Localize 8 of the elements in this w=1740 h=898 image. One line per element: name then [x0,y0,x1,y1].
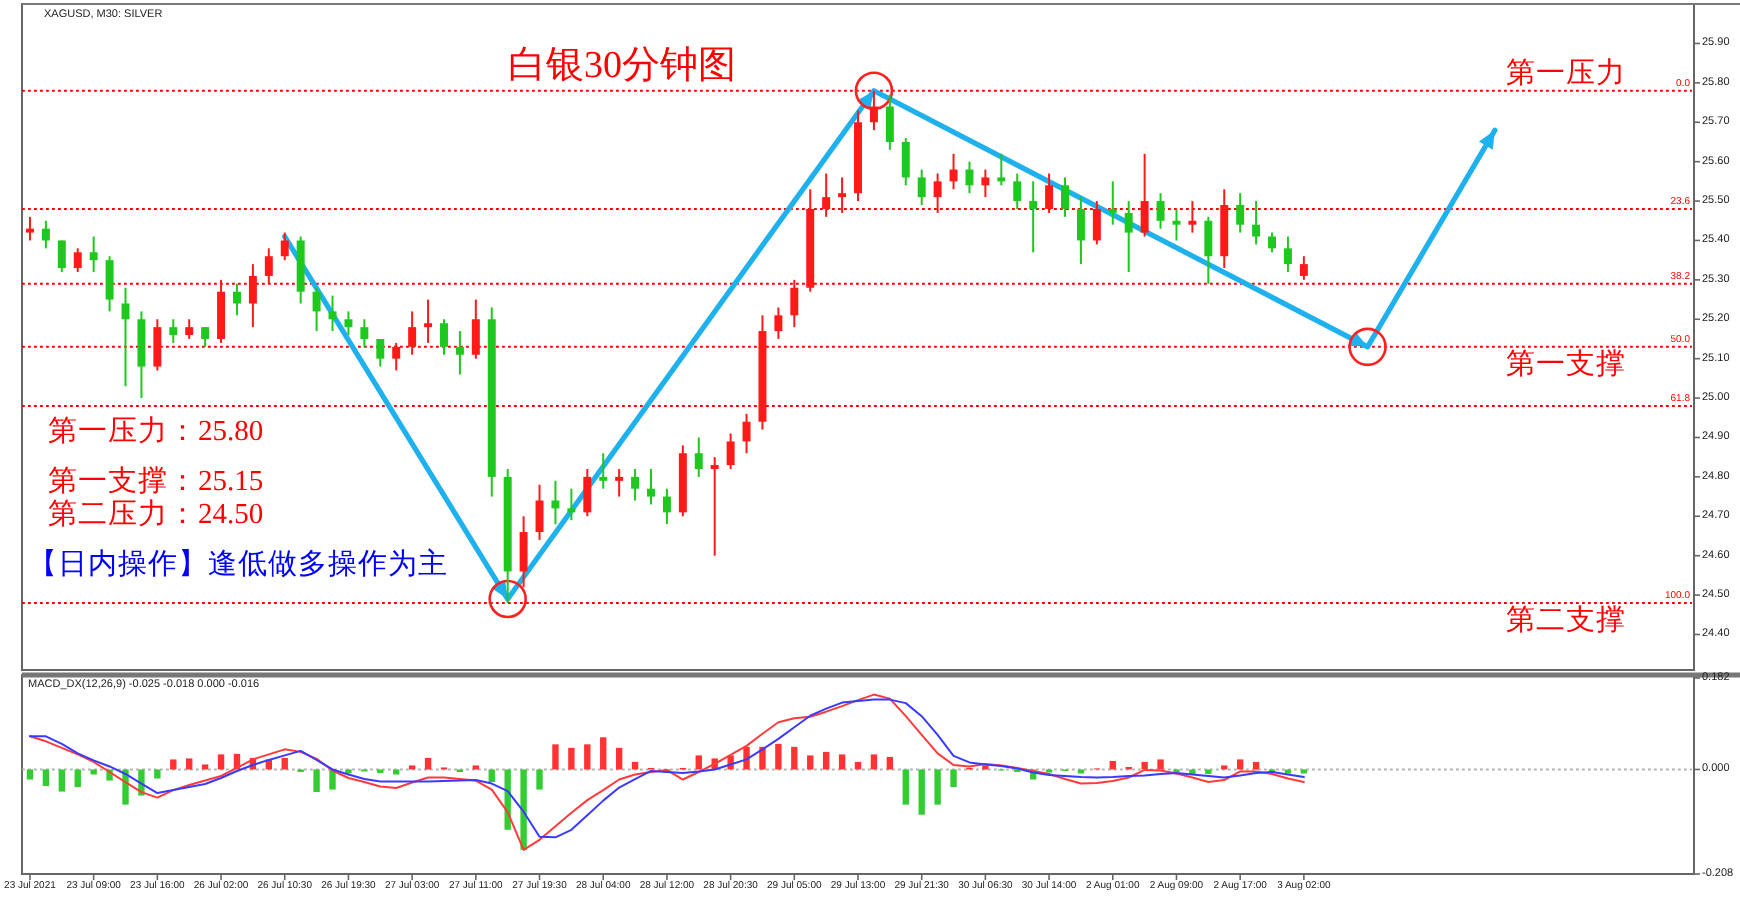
ref-line-label: 第一支撑 [1506,348,1626,381]
annotation: 【日内操作】逢低做多操作为主 [28,549,448,581]
annotation: 第二压力：24.50 [48,499,264,531]
annotation: 第一支撑：25.15 [48,466,264,498]
title: 白银30分钟图 [508,45,736,87]
ref-line-label: 第一压力 [1506,57,1626,90]
ref-line-label: 第二支撑 [1506,604,1626,637]
annotation: 第一压力：25.80 [48,416,264,448]
